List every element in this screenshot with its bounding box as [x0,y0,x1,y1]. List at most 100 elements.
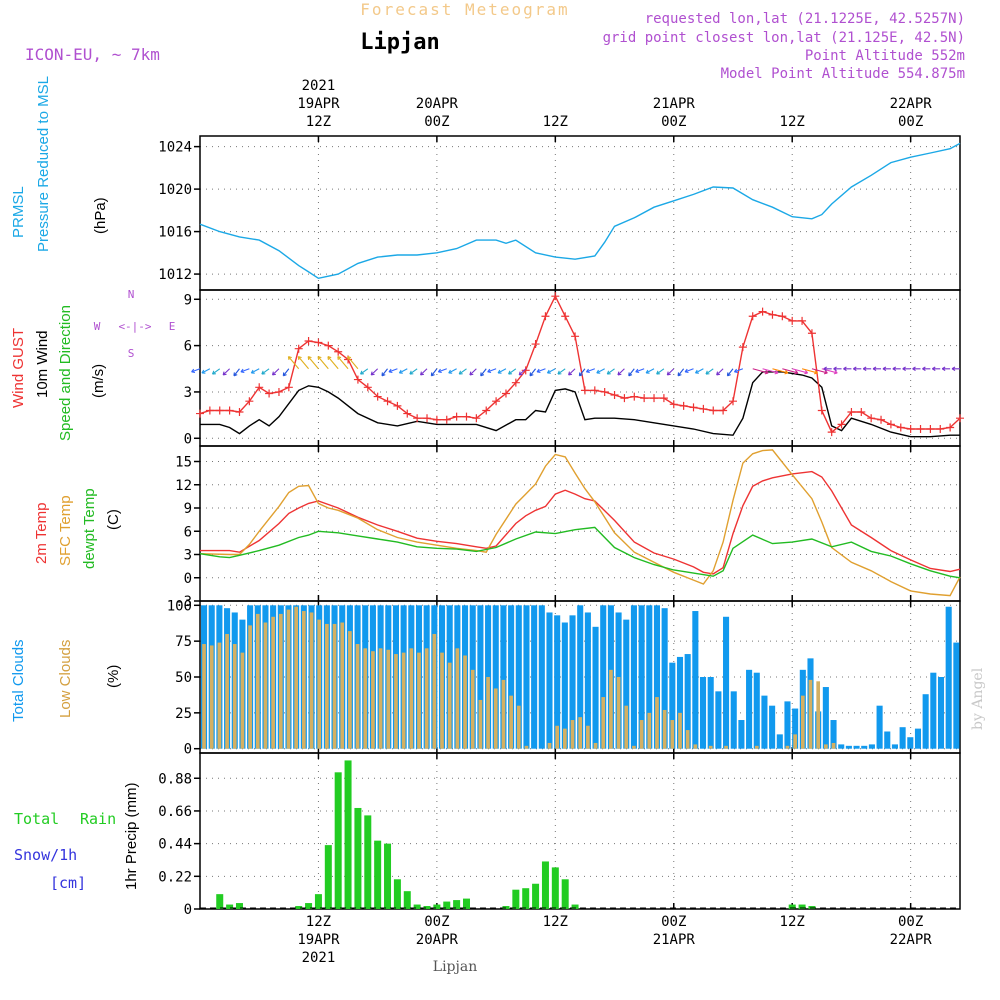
wind-arrow [617,368,625,376]
total-cloud-bar [661,608,668,749]
total-cloud-bar [792,708,799,749]
wind-arrow [726,368,734,377]
gust-marker [501,389,510,398]
low-cloud-bar [271,616,275,749]
compass-arrows: <-|-> [118,320,151,333]
time-label-top: 12Z [306,114,331,130]
gust-marker [669,400,678,409]
low-cloud-bar [432,633,437,749]
wind-arrow [752,368,769,375]
total-cloud-bar [730,691,737,749]
gust-marker [837,420,846,429]
total-cloud-bar [546,612,553,749]
gust-marker [294,344,303,353]
gust-marker [284,383,293,392]
wind-arrow [792,368,809,375]
gust-marker [571,332,580,341]
low-cloud-bar [455,648,460,749]
wind-arrow [261,368,270,375]
label-wind-gust: Wind GUST [10,328,27,408]
label-c: (C) [105,509,122,530]
wind-arrow [529,368,537,377]
wind-arrow [388,368,398,374]
wind-arrow [381,368,388,377]
wind-arrow [568,368,576,376]
rain-bar [532,883,540,909]
total-cloud-bar [523,605,530,749]
time-label-bottom: 21APR [653,932,696,948]
gust-marker [936,425,945,434]
y-tick-label: 0 [184,571,192,587]
wind-arrow [518,368,527,376]
gust-marker [196,409,204,418]
wind-arrow [282,368,290,377]
wind-arrow [271,368,280,376]
gust-marker [580,386,589,395]
y-tick-label: 1024 [158,140,192,156]
rain-bar [522,888,530,909]
plot-area: 1012 1016 1020 1024 0 3 6 9 -3 0 3 6 9 12 15 0 25 50 75 100… [158,78,964,966]
time-label-top: 20APR [416,96,459,112]
gust-marker [758,307,767,316]
low-cloud-bar [409,648,414,749]
low-cloud-bar [470,669,475,749]
wind-arrow [677,368,685,377]
wind-arrow [628,368,635,377]
gust-marker [442,415,451,424]
low-cloud-bar [209,645,214,749]
total-cloud-bar [508,605,515,749]
rain-bar [384,843,392,909]
wind-arrow [337,355,349,370]
gust-marker [423,414,432,423]
gust-marker [798,316,807,325]
gust-marker [255,383,264,392]
total-cloud-bar [584,612,591,749]
label-hpa: (hPa) [92,197,109,234]
header-model: ICON-EU, ~ 7km [25,45,160,64]
time-label-bottom: 12Z [543,914,568,930]
low-cloud-bar [232,644,237,749]
time-label-top: 00Z [898,114,923,130]
label-ms: (m/s) [90,364,107,398]
wind-arrow [497,368,507,374]
gust-marker [886,420,895,429]
time-label-bottom: 12Z [780,914,805,930]
gust-marker [778,312,787,321]
total-cloud-bar [653,605,661,749]
gust-marker [541,312,550,321]
wind-arrow [430,368,438,377]
low-cloud-bar [509,695,513,749]
wind-arrow [469,368,477,376]
total-cloud-bar [914,728,922,749]
y-tick-label: 1012 [158,267,192,283]
header-title: Forecast Meteogram [360,0,569,19]
low-cloud-bar [278,613,283,749]
total-cloud-bar [669,662,676,749]
wind-arrow [823,366,832,372]
gust-marker [788,316,797,325]
label-precip-mm: 1hr Precip (mm) [123,782,140,890]
wind-arrow [951,366,960,372]
rain-bar [453,900,461,909]
gust-marker [847,408,856,417]
total-cloud-bar [822,687,829,749]
y-tick-label: 50 [175,670,192,686]
rain-bar [364,815,372,909]
rain-bar [344,760,352,909]
total-cloud-bar [746,669,753,749]
low-cloud-bar [255,613,260,749]
wind-arrow [645,368,655,374]
y-tick-label: 3 [184,385,192,401]
wind-arrow [931,366,941,372]
rain-bar [354,807,362,909]
y-tick-label: 75 [175,634,192,650]
total-cloud-bar [623,619,630,749]
low-cloud-bar [309,612,314,749]
low-cloud-bar [363,648,368,749]
low-cloud-bar [440,652,444,749]
wind-arrow [420,368,428,376]
gust-marker [551,292,560,301]
gust-marker [600,387,609,396]
rain-bar [324,845,332,909]
y-tick-label: 3 [184,548,192,564]
